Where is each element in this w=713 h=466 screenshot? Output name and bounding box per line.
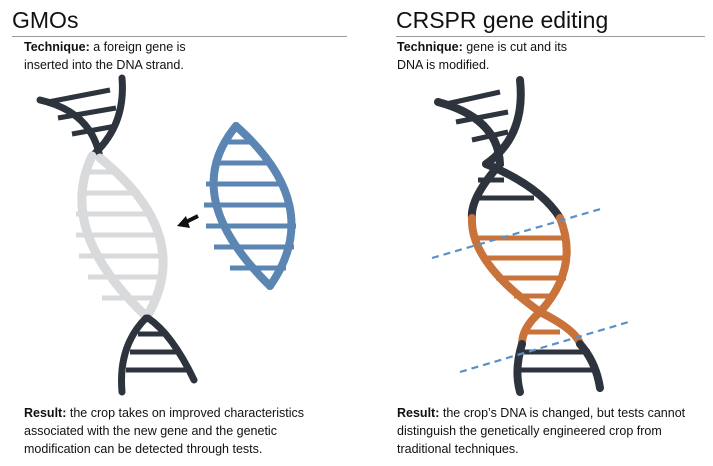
cut-line-lower	[459, 319, 633, 374]
dna-segment-top	[434, 76, 564, 222]
result-text-line-3: traditional techniques.	[397, 442, 519, 456]
cut-line-upper	[431, 206, 605, 260]
result-label: Result:	[24, 406, 67, 420]
crispr-dna-helix	[431, 76, 633, 396]
insertion-arrow	[177, 214, 199, 228]
technique-text-line-2: inserted into the DNA strand.	[24, 58, 184, 72]
crispr-result: Result: the crop’s DNA is changed, but t…	[397, 404, 709, 458]
result-text-line-3: modification can be detected through tes…	[24, 442, 263, 456]
result-text-line-2: distinguish the genetically engineered c…	[397, 424, 662, 438]
result-text-line-1: the crop’s DNA is changed, but tests can…	[442, 406, 686, 420]
gmo-result: Result: the crop takes on improved chara…	[24, 404, 344, 458]
gmo-heading: GMOs	[12, 6, 347, 37]
result-text-line-1: the crop takes on improved characteristi…	[69, 406, 304, 420]
crispr-column: CRSPR gene editing Technique: gene is cu…	[356, 0, 713, 466]
foreign-gene-helix	[204, 122, 296, 290]
dna-segment-host	[76, 151, 168, 323]
technique-label: Technique:	[397, 40, 463, 54]
result-label: Result:	[397, 406, 440, 420]
gmo-dna-helix	[36, 74, 198, 396]
crispr-heading: CRSPR gene editing	[396, 6, 705, 37]
dna-segment-bottom	[118, 314, 198, 396]
technique-text-line-2: DNA is modified.	[397, 58, 490, 72]
crispr-technique: Technique: gene is cut and its DNA is mo…	[397, 38, 637, 74]
gmo-column: GMOs Technique: a foreign gene is insert…	[0, 0, 355, 466]
result-text-line-2: associated with the new gene and the gen…	[24, 424, 277, 438]
dna-segment-top	[36, 74, 126, 162]
technique-text-line-1: gene is cut and its	[466, 40, 567, 54]
gmo-technique: Technique: a foreign gene is inserted in…	[24, 38, 244, 74]
technique-label: Technique:	[24, 40, 90, 54]
dna-segment-bottom	[513, 340, 604, 396]
dna-segment-edited	[467, 214, 584, 348]
technique-text-line-1: a foreign gene is	[93, 40, 186, 54]
